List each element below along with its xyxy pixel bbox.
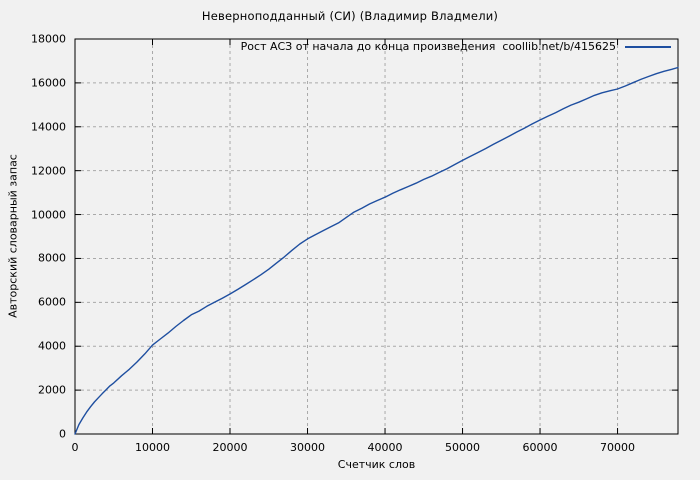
y-tick-label: 6000: [38, 295, 66, 309]
y-tick-label: 0: [59, 427, 66, 441]
legend-line-sample: [625, 45, 671, 48]
y-tick-label: 16000: [31, 76, 66, 90]
y-tick-label: 14000: [31, 120, 66, 134]
chart-title: Неверноподданный (СИ) (Владимир Владмели…: [201, 9, 499, 23]
x-tick-label: 50000: [445, 441, 481, 454]
plot-border: [74, 38, 679, 435]
vocabulary-growth-line: [74, 66, 679, 435]
x-tick-label: 60000: [522, 441, 558, 454]
x-tick-label: 70000: [600, 441, 636, 454]
y-tick-label: 18000: [31, 32, 66, 46]
y-tick-label: 2000: [38, 383, 66, 397]
x-tick-label: 0: [71, 441, 79, 454]
y-tick-label: 10000: [31, 208, 66, 222]
x-tick-label: 20000: [212, 441, 248, 454]
x-axis-title: Счетчик слов: [337, 458, 416, 471]
x-tick-label: 30000: [290, 441, 326, 454]
y-tick-label: 4000: [38, 339, 66, 353]
y-tick-label: 8000: [38, 251, 66, 265]
x-tick-label: 40000: [367, 441, 403, 454]
legend-label: Рост АСЗ от начала до конца произведения…: [240, 40, 616, 53]
x-tick-label: 10000: [135, 441, 170, 454]
legend: Рост АСЗ от начала до конца произведения…: [75, 40, 671, 53]
y-tick-label: 12000: [31, 164, 66, 178]
